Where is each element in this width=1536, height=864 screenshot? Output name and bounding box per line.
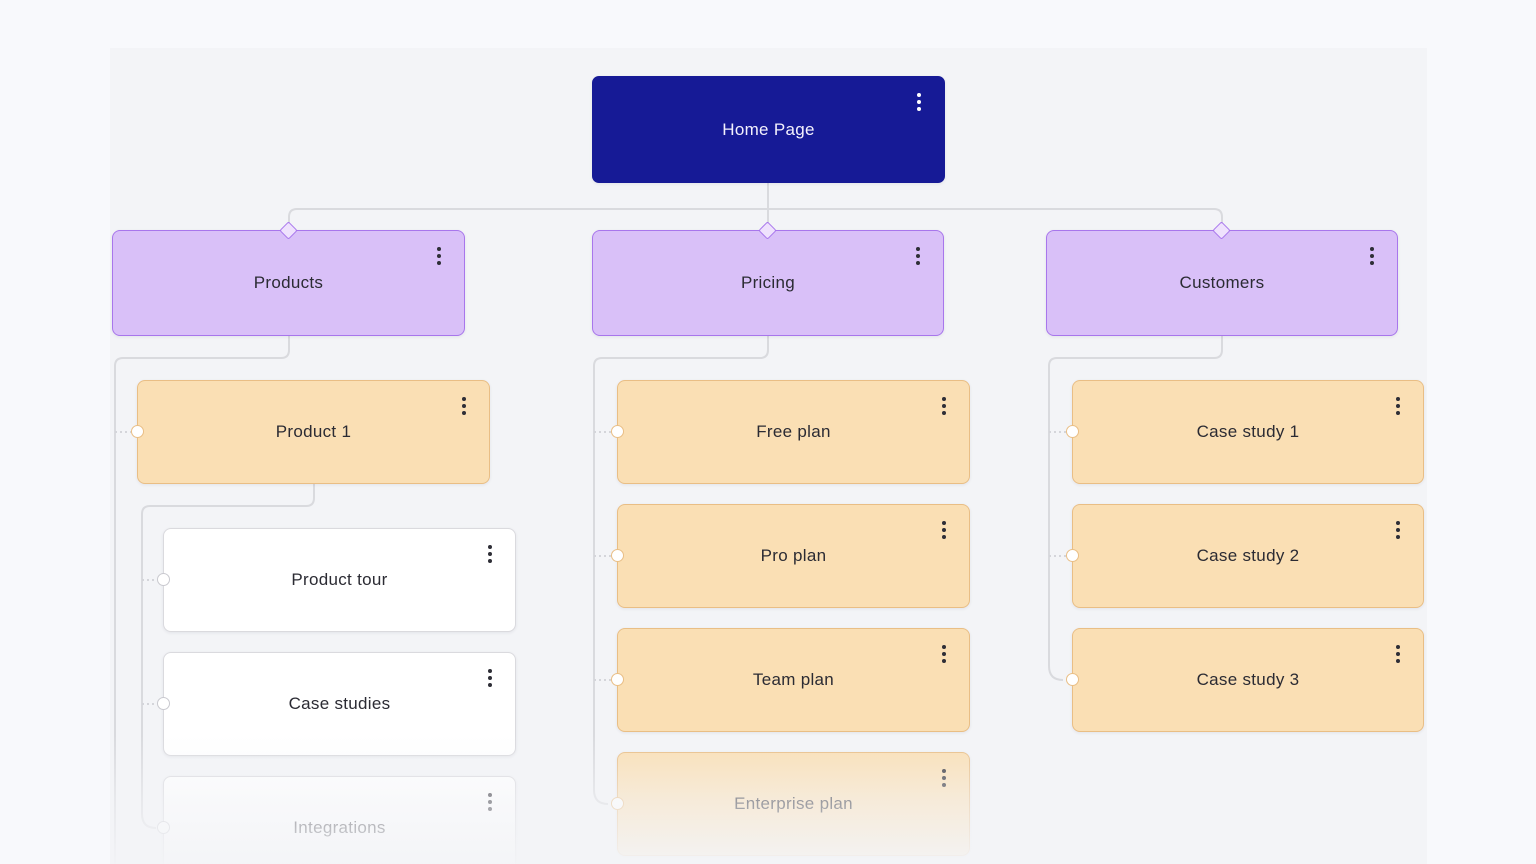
node-label: Product tour: [291, 570, 388, 589]
node-team-plan[interactable]: Team plan: [611, 628, 970, 732]
node-label: Case studies: [288, 694, 391, 713]
connector-port-circle: [1066, 425, 1079, 438]
node-home-page[interactable]: Home Page: [592, 76, 945, 183]
kebab-menu-icon[interactable]: [937, 643, 951, 665]
node-label: Integrations: [293, 818, 386, 837]
kebab-menu-icon[interactable]: [1365, 245, 1379, 267]
node-label: Team plan: [752, 670, 835, 689]
node-integrations[interactable]: Integrations: [157, 776, 516, 864]
connector-port-circle: [611, 673, 624, 686]
node-pricing[interactable]: Pricing: [592, 221, 944, 336]
node-label: Home Page: [722, 119, 815, 139]
kebab-menu-icon[interactable]: [937, 767, 951, 789]
kebab-menu-icon[interactable]: [912, 91, 926, 113]
connector-port-circle: [1066, 549, 1079, 562]
node-enterprise-plan[interactable]: Enterprise plan: [611, 752, 970, 856]
kebab-menu-icon[interactable]: [432, 245, 446, 267]
node-label: Product 1: [275, 422, 352, 441]
kebab-menu-icon[interactable]: [483, 791, 497, 813]
node-label: Case study 3: [1196, 670, 1300, 689]
node-products[interactable]: Products: [112, 221, 465, 336]
node-label: Products: [253, 273, 324, 292]
node-customers[interactable]: Customers: [1046, 221, 1398, 336]
node-label: Case study 2: [1196, 546, 1300, 565]
connector-port-circle: [611, 549, 624, 562]
node-case-study-1[interactable]: Case study 1: [1066, 380, 1424, 484]
kebab-menu-icon[interactable]: [937, 395, 951, 417]
node-product-tour[interactable]: Product tour: [157, 528, 516, 632]
kebab-menu-icon[interactable]: [1391, 519, 1405, 541]
node-label: Customers: [1179, 273, 1265, 292]
kebab-menu-icon[interactable]: [1391, 395, 1405, 417]
connector-port-circle: [1066, 673, 1079, 686]
connector-port-circle: [157, 697, 170, 710]
node-case-study-3[interactable]: Case study 3: [1066, 628, 1424, 732]
kebab-menu-icon[interactable]: [1391, 643, 1405, 665]
node-label: Enterprise plan: [734, 794, 853, 813]
kebab-menu-icon[interactable]: [483, 543, 497, 565]
kebab-menu-icon[interactable]: [911, 245, 925, 267]
node-label: Case study 1: [1196, 422, 1300, 441]
node-label: Pro plan: [760, 546, 827, 565]
kebab-menu-icon[interactable]: [483, 667, 497, 689]
connector-port-circle: [157, 821, 170, 834]
node-pro-plan[interactable]: Pro plan: [611, 504, 970, 608]
node-label: Free plan: [756, 422, 831, 441]
node-case-study-2[interactable]: Case study 2: [1066, 504, 1424, 608]
connector-port-circle: [157, 573, 170, 586]
node-free-plan[interactable]: Free plan: [611, 380, 970, 484]
node-label: Pricing: [740, 273, 796, 292]
kebab-menu-icon[interactable]: [937, 519, 951, 541]
node-product-1[interactable]: Product 1: [131, 380, 490, 484]
connector-port-circle: [611, 797, 624, 810]
connector-port-circle: [611, 425, 624, 438]
kebab-menu-icon[interactable]: [457, 395, 471, 417]
connector-port-circle: [131, 425, 144, 438]
node-case-studies[interactable]: Case studies: [157, 652, 516, 756]
